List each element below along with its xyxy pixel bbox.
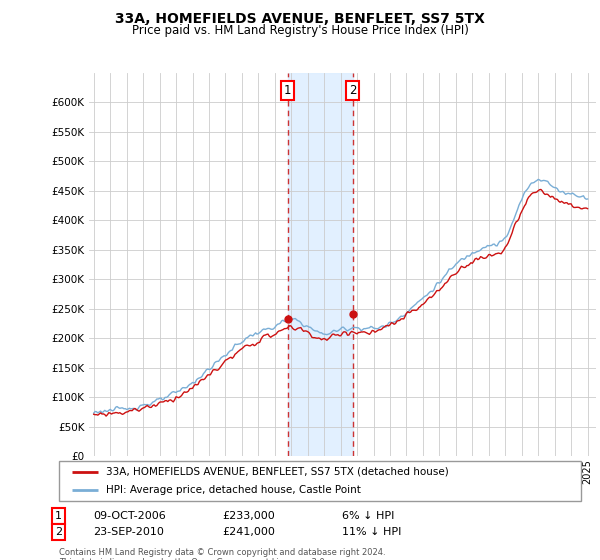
Text: £233,000: £233,000 (222, 511, 275, 521)
Text: £241,000: £241,000 (222, 527, 275, 537)
Text: Contains HM Land Registry data © Crown copyright and database right 2024.
This d: Contains HM Land Registry data © Crown c… (59, 548, 385, 560)
Text: 2: 2 (349, 83, 356, 96)
Text: 2: 2 (55, 527, 62, 537)
FancyBboxPatch shape (59, 461, 581, 501)
Text: HPI: Average price, detached house, Castle Point: HPI: Average price, detached house, Cast… (106, 486, 361, 495)
Text: 23-SEP-2010: 23-SEP-2010 (93, 527, 164, 537)
Text: 1: 1 (284, 83, 292, 96)
Text: 6% ↓ HPI: 6% ↓ HPI (342, 511, 394, 521)
Text: 1: 1 (55, 511, 62, 521)
Text: Price paid vs. HM Land Registry's House Price Index (HPI): Price paid vs. HM Land Registry's House … (131, 24, 469, 37)
Text: 33A, HOMEFIELDS AVENUE, BENFLEET, SS7 5TX: 33A, HOMEFIELDS AVENUE, BENFLEET, SS7 5T… (115, 12, 485, 26)
Text: 33A, HOMEFIELDS AVENUE, BENFLEET, SS7 5TX (detached house): 33A, HOMEFIELDS AVENUE, BENFLEET, SS7 5T… (106, 467, 449, 477)
Text: 11% ↓ HPI: 11% ↓ HPI (342, 527, 401, 537)
Text: 09-OCT-2006: 09-OCT-2006 (93, 511, 166, 521)
Bar (287, 73, 353, 456)
